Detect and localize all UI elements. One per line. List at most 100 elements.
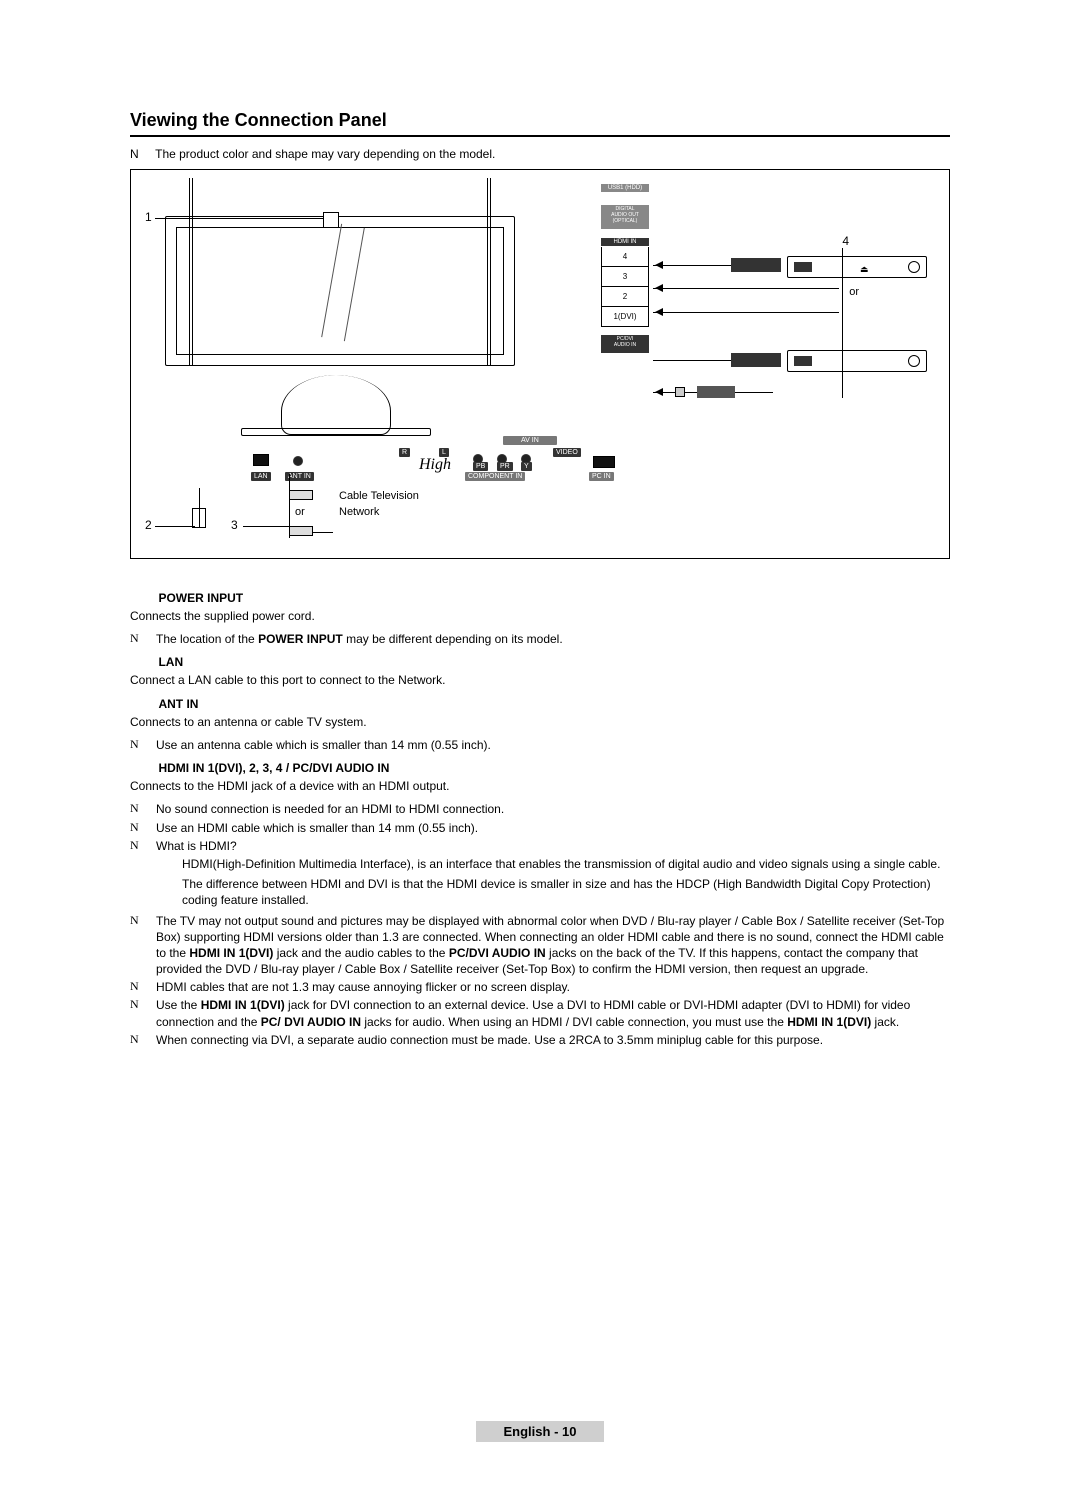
note-marker: N — [130, 631, 156, 647]
callout-1-line — [155, 218, 323, 219]
hdmi2-arrow-icon — [655, 308, 663, 316]
cable-tv-label-1: Cable Television — [339, 490, 419, 502]
port-label-y: Y — [521, 462, 532, 471]
section-body: Connect a LAN cable to this port to conn… — [130, 673, 950, 687]
section-body: Connects the supplied power cord. — [130, 609, 950, 623]
ctn-line — [313, 532, 333, 533]
top-note: N The product color and shape may vary d… — [130, 147, 950, 161]
connection-diagram: 1 LAN ANT IN High AV IN R L VIDEO COMPON… — [130, 169, 950, 559]
side-port-hdmi3: 3 — [601, 267, 649, 287]
device-top: ⏏ — [787, 256, 927, 278]
audio-tip-icon — [675, 387, 685, 397]
hdmi4-arrow-icon — [655, 261, 663, 269]
tv-neck — [281, 375, 391, 435]
port-label-l: L — [439, 448, 449, 457]
audio-conn — [697, 386, 735, 398]
hdmi3-line — [653, 288, 839, 289]
note-text: Use an HDMI cable which is smaller than … — [156, 820, 950, 836]
section-lan: 2 LAN Connect a LAN cable to this port t… — [130, 653, 950, 687]
section-title: LAN — [158, 655, 183, 669]
note-marker: N — [130, 1032, 156, 1048]
note-marker: N — [130, 737, 156, 753]
hdmi-conn-1 — [731, 258, 781, 272]
port-pcin — [593, 456, 615, 468]
signature-icon: High — [419, 456, 451, 474]
port-label-lan: LAN — [251, 472, 271, 481]
note-text: What is HDMI? — [156, 838, 950, 854]
side-port-hdmi4: 4 — [601, 247, 649, 267]
section-hdmi: 4 HDMI IN 1(DVI), 2, 3, 4 / PC/DVI AUDIO… — [130, 759, 950, 1048]
hdmi2-line — [653, 312, 839, 313]
title-rule — [130, 135, 950, 137]
indent-text: HDMI(High-Definition Multimedia Interfac… — [130, 856, 950, 872]
side-port-hdmi2: 2 — [601, 287, 649, 307]
coax-top-icon — [289, 490, 313, 500]
port-lan — [253, 454, 269, 466]
hdmi3-arrow-icon — [655, 284, 663, 292]
page-title: Viewing the Connection Panel — [130, 110, 950, 131]
or-label-devices: or — [849, 286, 859, 298]
note-text: When connecting via DVI, a separate audi… — [156, 1032, 950, 1048]
lan-line — [199, 488, 200, 528]
callout-1: 1 — [145, 210, 152, 224]
cable-tv-label-2: Network — [339, 506, 379, 518]
note-text: HDMI cables that are not 1.3 may cause a… — [156, 979, 950, 995]
device-bottom — [787, 350, 927, 372]
side-label-hdmi-in: HDMI IN — [601, 238, 649, 246]
note-text: may be different depending on its model. — [343, 632, 563, 646]
port-label-pcin: PC IN — [589, 472, 614, 481]
note-marker: N — [130, 913, 156, 978]
indent-text: The difference between HDMI and DVI is t… — [130, 876, 950, 908]
note-row: N Use an antenna cable which is smaller … — [130, 737, 950, 753]
note-text: Use an antenna cable which is smaller th… — [156, 737, 950, 753]
port-ant — [293, 456, 303, 466]
footer-lang: English — [504, 1424, 551, 1439]
section-title: HDMI IN 1(DVI), 2, 3, 4 / PC/DVI AUDIO I… — [158, 761, 389, 775]
note-marker: N — [130, 838, 156, 854]
port-label-video: VIDEO — [553, 448, 581, 457]
side-port-hdmi1: 1(DVI) — [601, 307, 649, 327]
note-marker: N — [130, 997, 156, 1029]
side-label-pcdvi: PC/DVI AUDIO IN — [601, 335, 649, 353]
port-label-r: R — [399, 448, 410, 457]
section-power-input: 1 POWER INPUT Connects the supplied powe… — [130, 589, 950, 647]
callout-2-line — [155, 526, 195, 527]
audio-arrow-icon — [655, 388, 663, 396]
note-marker: N — [130, 820, 156, 836]
eject-icon: ⏏ — [860, 264, 869, 275]
device-slot-icon-2 — [794, 356, 812, 366]
port-label-component: COMPONENT IN — [465, 472, 525, 481]
callout-2: 2 — [145, 518, 152, 532]
device-knob-icon — [908, 261, 920, 273]
note-marker: N — [130, 979, 156, 995]
tv-base — [241, 428, 431, 436]
note-text: Use the HDMI IN 1(DVI) jack for DVI conn… — [156, 997, 950, 1029]
callout-3: 3 — [231, 518, 238, 532]
note-bold: POWER INPUT — [258, 632, 343, 646]
power-plug-icon — [323, 212, 339, 228]
port-label-pr: PR — [497, 462, 513, 471]
section-ant-in: 3 ANT IN Connects to an antenna or cable… — [130, 695, 950, 753]
or-label-ant: or — [295, 506, 305, 518]
coax-bot-icon — [289, 526, 313, 536]
device-knob-icon-2 — [908, 355, 920, 367]
section-body: Connects to the HDMI jack of a device wi… — [130, 779, 950, 793]
sections: 1 POWER INPUT Connects the supplied powe… — [130, 589, 950, 1048]
note-text: The product color and shape may vary dep… — [155, 147, 495, 161]
callout-3-line — [243, 526, 289, 527]
footer-page: 10 — [562, 1424, 576, 1439]
side-label-digital-audio: DIGITAL AUDIO OUT (OPTICAL) — [601, 205, 649, 229]
side-panel: USB1 (HDD) DIGITAL AUDIO OUT (OPTICAL) H… — [601, 184, 649, 354]
side-label-usb: USB1 (HDD) — [601, 184, 649, 192]
note-text: The TV may not output sound and pictures… — [156, 913, 950, 978]
device-slot-icon — [794, 262, 812, 272]
hdmi-conn-2 — [731, 353, 781, 367]
section-title: ANT IN — [158, 697, 198, 711]
note-marker: N — [130, 801, 156, 817]
note-text: No sound connection is needed for an HDM… — [156, 801, 950, 817]
port-label-avin: AV IN — [503, 436, 557, 445]
note-text: The location of the — [156, 632, 258, 646]
section-title: POWER INPUT — [158, 591, 243, 605]
note-row: N The location of the POWER INPUT may be… — [130, 631, 950, 647]
back-panel: LAN ANT IN High AV IN R L VIDEO COMPONEN… — [251, 450, 641, 490]
